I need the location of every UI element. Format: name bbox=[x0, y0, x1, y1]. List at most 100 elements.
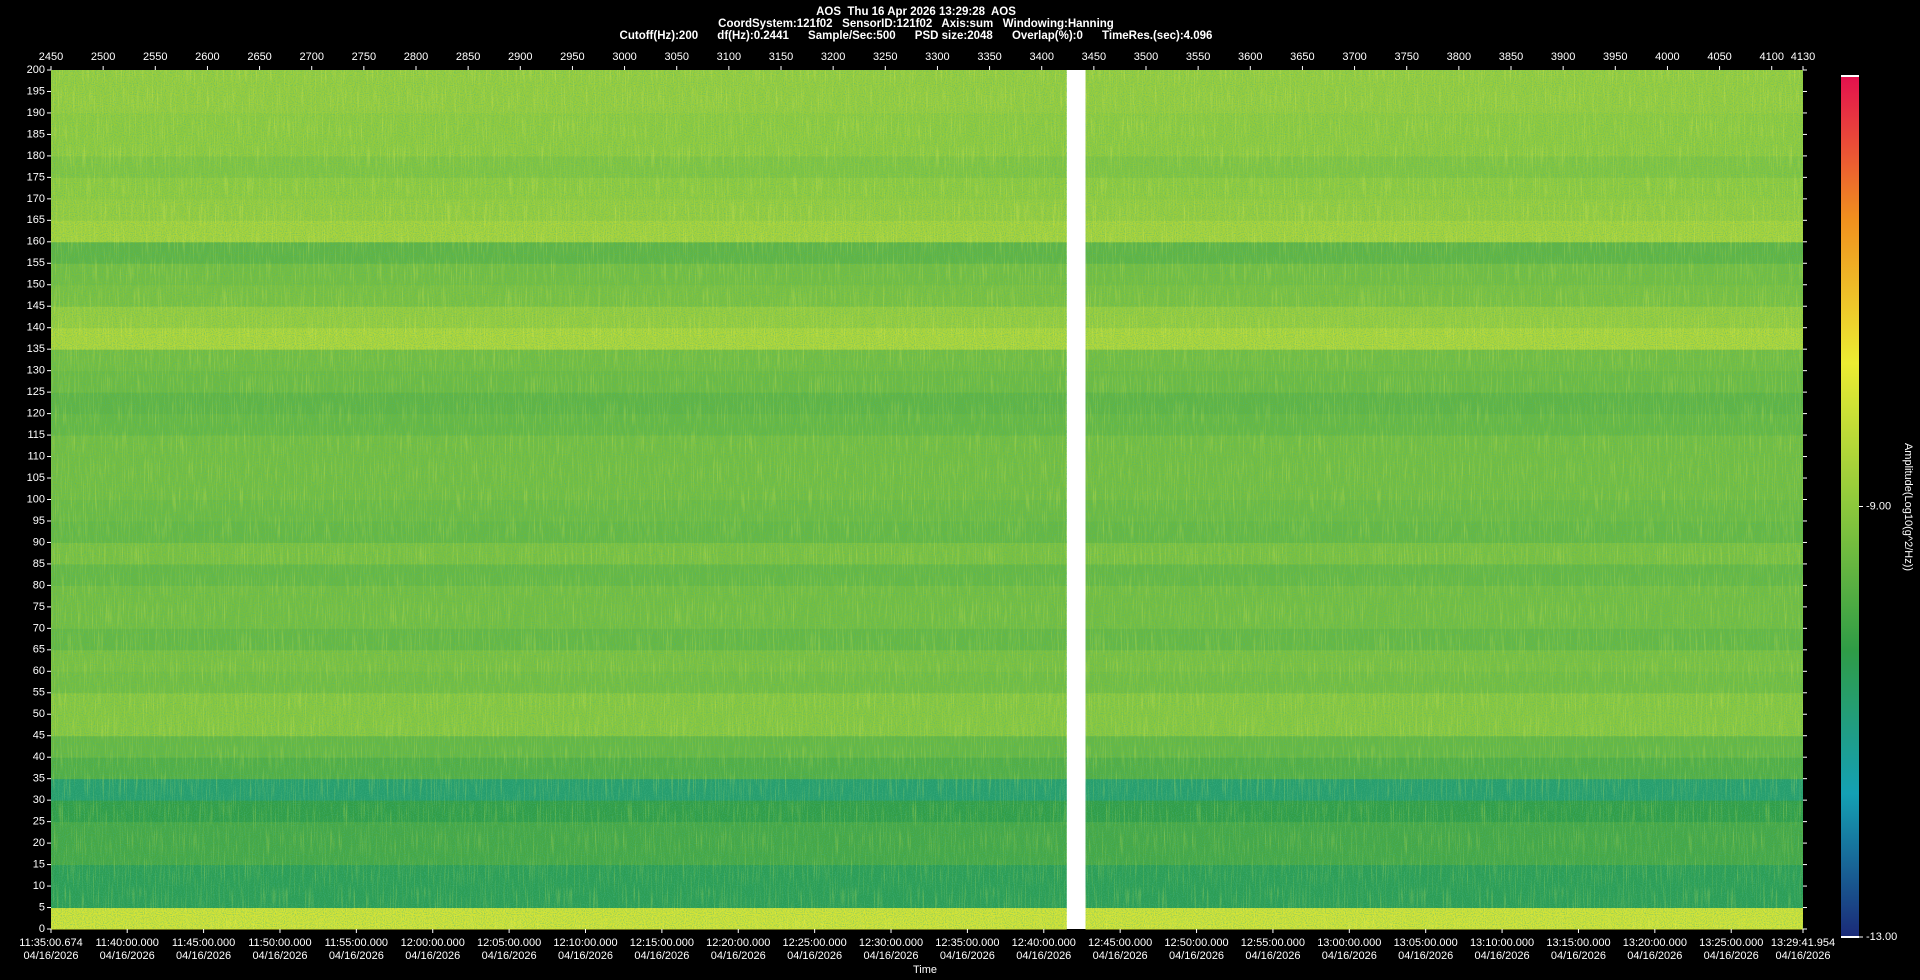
texture bbox=[1085, 70, 1803, 929]
x-tick-label: 4100 bbox=[1759, 51, 1783, 63]
time-tick-label: 11:55:00.000 bbox=[325, 937, 388, 949]
x-tick-label: 3700 bbox=[1342, 51, 1366, 63]
date-tick-label: 04/16/2026 bbox=[482, 950, 537, 962]
x-tick-label: 4000 bbox=[1655, 51, 1679, 63]
y-tick-label: 115 bbox=[27, 429, 45, 441]
y-tick-label: 155 bbox=[27, 257, 45, 269]
date-tick-label: 04/16/2026 bbox=[1093, 950, 1148, 962]
date-tick-label: 04/16/2026 bbox=[252, 950, 307, 962]
y-tick-label: 110 bbox=[27, 450, 45, 462]
time-tick-label: 11:45:00.000 bbox=[172, 937, 235, 949]
y-tick-label: 55 bbox=[33, 687, 45, 699]
y-tick-label: 95 bbox=[33, 515, 45, 527]
y-tick-label: 145 bbox=[27, 300, 45, 312]
date-tick-label: 04/16/2026 bbox=[558, 950, 613, 962]
y-tick-label: 25 bbox=[33, 816, 45, 828]
header-line: Cutoff(Hz):200 df(Hz):0.2441 Sample/Sec:… bbox=[620, 30, 1213, 42]
x-tick-label: 2950 bbox=[560, 51, 584, 63]
x-tick-label: 2550 bbox=[143, 51, 167, 63]
date-tick-label: 04/16/2026 bbox=[1398, 950, 1453, 962]
x-tick-label: 2700 bbox=[299, 51, 323, 63]
y-tick-label: 190 bbox=[27, 107, 45, 119]
y-tick-label: 100 bbox=[27, 493, 45, 505]
y-tick-label: 125 bbox=[27, 386, 45, 398]
time-tick-label: 12:05:00.000 bbox=[477, 937, 541, 949]
y-tick-label: 195 bbox=[27, 85, 45, 97]
x-tick-label: 3150 bbox=[769, 51, 793, 63]
time-tick-label: 12:25:00.000 bbox=[783, 937, 847, 949]
y-tick-label: 150 bbox=[27, 279, 45, 291]
y-tick-label: 120 bbox=[27, 408, 45, 420]
y-tick-label: 75 bbox=[33, 601, 45, 613]
date-tick-label: 04/16/2026 bbox=[1322, 950, 1377, 962]
x-tick-label: 2850 bbox=[456, 51, 480, 63]
y-tick-label: 175 bbox=[27, 171, 45, 183]
y-tick-label: 60 bbox=[33, 665, 45, 677]
date-tick-label: 04/16/2026 bbox=[176, 950, 231, 962]
y-tick-label: 200 bbox=[27, 64, 45, 76]
x-tick-label: 3250 bbox=[873, 51, 897, 63]
date-tick-label: 04/16/2026 bbox=[405, 950, 460, 962]
time-tick-label: 12:55:00.000 bbox=[1241, 937, 1305, 949]
time-tick-label: 13:00:00.000 bbox=[1317, 937, 1381, 949]
time-tick-label: 11:40:00.000 bbox=[95, 937, 158, 949]
y-tick-label: 70 bbox=[33, 622, 45, 634]
x-tick-label: 3200 bbox=[821, 51, 845, 63]
texture bbox=[51, 70, 1067, 929]
date-tick-label: 04/16/2026 bbox=[1627, 950, 1682, 962]
y-tick-label: 165 bbox=[27, 214, 45, 226]
x-tick-label: 3950 bbox=[1603, 51, 1627, 63]
x-tick-label: 2750 bbox=[352, 51, 376, 63]
x-tick-label: 3050 bbox=[664, 51, 688, 63]
y-tick-label: 160 bbox=[27, 236, 45, 248]
x-tick-label: 3850 bbox=[1499, 51, 1523, 63]
x-tick-label: 3900 bbox=[1551, 51, 1575, 63]
y-tick-label: 140 bbox=[27, 322, 45, 334]
x-tick-label: 3550 bbox=[1186, 51, 1210, 63]
time-tick-label: 12:45:00.000 bbox=[1088, 937, 1152, 949]
time-tick-label: 12:10:00.000 bbox=[553, 937, 617, 949]
x-tick-label: 3350 bbox=[977, 51, 1001, 63]
y-tick-label: 15 bbox=[33, 858, 45, 870]
time-tick-label: 13:05:00.000 bbox=[1394, 937, 1458, 949]
time-tick-label: 12:20:00.000 bbox=[706, 937, 770, 949]
y-tick-label: 5 bbox=[39, 901, 45, 913]
x-axis-label: Time bbox=[913, 964, 937, 976]
date-tick-label: 04/16/2026 bbox=[100, 950, 155, 962]
y-tick-label: 185 bbox=[27, 128, 45, 140]
x-tick-label: 3400 bbox=[1029, 51, 1053, 63]
date-tick-label: 04/16/2026 bbox=[1475, 950, 1530, 962]
colorbar-tick-label: -9.00 bbox=[1866, 500, 1891, 512]
x-tick-label: 3300 bbox=[925, 51, 949, 63]
date-tick-label: 04/16/2026 bbox=[1551, 950, 1606, 962]
x-tick-label: 3800 bbox=[1447, 51, 1471, 63]
y-tick-label: 45 bbox=[33, 730, 45, 742]
x-tick-label: 3650 bbox=[1290, 51, 1314, 63]
x-tick-label: 2500 bbox=[91, 51, 115, 63]
x-tick-label: 2900 bbox=[508, 51, 532, 63]
x-tick-label: 2650 bbox=[247, 51, 271, 63]
x-tick-label: 3000 bbox=[612, 51, 636, 63]
date-tick-label: 04/16/2026 bbox=[1704, 950, 1759, 962]
time-tick-label: 13:20:00.000 bbox=[1623, 937, 1687, 949]
y-tick-label: 130 bbox=[27, 365, 45, 377]
time-tick-label: 13:25:00.000 bbox=[1699, 937, 1763, 949]
y-tick-label: 40 bbox=[33, 751, 45, 763]
y-tick-label: 90 bbox=[33, 536, 45, 548]
x-tick-label: 3600 bbox=[1238, 51, 1262, 63]
x-tick-label: 2450 bbox=[39, 51, 63, 63]
y-tick-label: 80 bbox=[33, 579, 45, 591]
time-tick-label: 13:29:41.954 bbox=[1771, 937, 1835, 949]
date-tick-label: 04/16/2026 bbox=[1169, 950, 1224, 962]
time-tick-label: 13:15:00.000 bbox=[1546, 937, 1610, 949]
date-tick-label: 04/16/2026 bbox=[1775, 950, 1830, 962]
time-tick-label: 11:35:00.674 bbox=[19, 937, 82, 949]
time-tick-label: 12:50:00.000 bbox=[1164, 937, 1228, 949]
time-tick-label: 12:30:00.000 bbox=[859, 937, 923, 949]
y-tick-label: 135 bbox=[27, 343, 45, 355]
header-line: CoordSystem:121f02 SensorID:121f02 Axis:… bbox=[718, 18, 1114, 30]
x-tick-label: 3750 bbox=[1394, 51, 1418, 63]
time-tick-label: 12:15:00.000 bbox=[630, 937, 694, 949]
